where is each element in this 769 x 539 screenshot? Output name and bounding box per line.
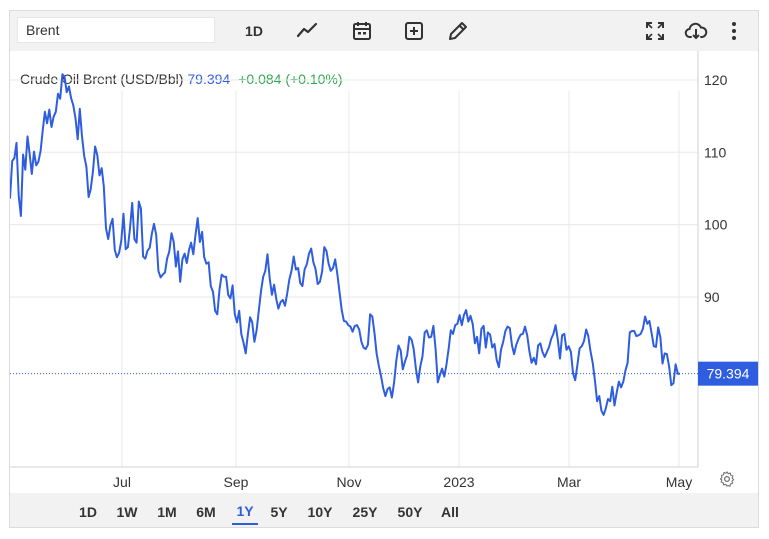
range-button-1m[interactable]: 1M: [157, 504, 177, 520]
price-chart[interactable]: 90 100 110 120 Jul Sep Nov 2023 Mar May 79.394: [10, 11, 758, 493]
range-button-10y[interactable]: 10Y: [307, 504, 333, 520]
price-change: +0.084 (+0.10%): [238, 71, 343, 87]
settings-gear-icon[interactable]: [718, 470, 736, 488]
range-button-25y[interactable]: 25Y: [352, 504, 378, 520]
x-tick-label: Jul: [113, 474, 131, 490]
chart-toolbar: Brent 1D: [10, 11, 758, 51]
current-price: 79.394: [187, 71, 231, 87]
x-tick-label: Sep: [224, 474, 249, 490]
y-tick-label: 90: [704, 289, 720, 305]
range-button-1y[interactable]: 1Y: [232, 499, 258, 525]
line-chart-icon[interactable]: [295, 19, 319, 43]
range-selector: 1D 1W 1M 6M 1Y 5Y 10Y 25Y 50Y All: [10, 493, 758, 527]
last-price-badge: [698, 361, 758, 386]
range-button-1w[interactable]: 1W: [116, 504, 138, 520]
fullscreen-icon[interactable]: [643, 19, 667, 43]
y-tick-label: 110: [704, 144, 727, 160]
symbol-input[interactable]: Brent: [17, 17, 215, 43]
y-tick-label: 100: [704, 217, 728, 233]
range-button-50y[interactable]: 50Y: [397, 504, 423, 520]
chart-widget: Brent 1D Crude Oil Brent (USD/Bbl) 79.394…: [9, 10, 759, 528]
range-button-all[interactable]: All: [441, 504, 459, 520]
add-indicator-icon[interactable]: [402, 19, 426, 43]
x-tick-label: Nov: [337, 474, 362, 490]
y-tick-label: 120: [704, 72, 728, 88]
interval-button[interactable]: 1D: [245, 23, 263, 39]
range-button-5y[interactable]: 5Y: [270, 504, 288, 520]
x-tick-label: May: [666, 474, 692, 490]
x-tick-label: 2023: [443, 474, 474, 490]
x-tick-label: Mar: [557, 474, 581, 490]
draw-pencil-icon[interactable]: [446, 19, 470, 43]
range-button-6m[interactable]: 6M: [196, 504, 216, 520]
price-series-line: [10, 73, 680, 416]
calendar-icon[interactable]: [350, 19, 374, 43]
more-icon[interactable]: [722, 19, 746, 43]
download-icon[interactable]: [684, 19, 708, 43]
last-price-label: 79.394: [707, 366, 750, 382]
range-button-1d[interactable]: 1D: [79, 504, 97, 520]
